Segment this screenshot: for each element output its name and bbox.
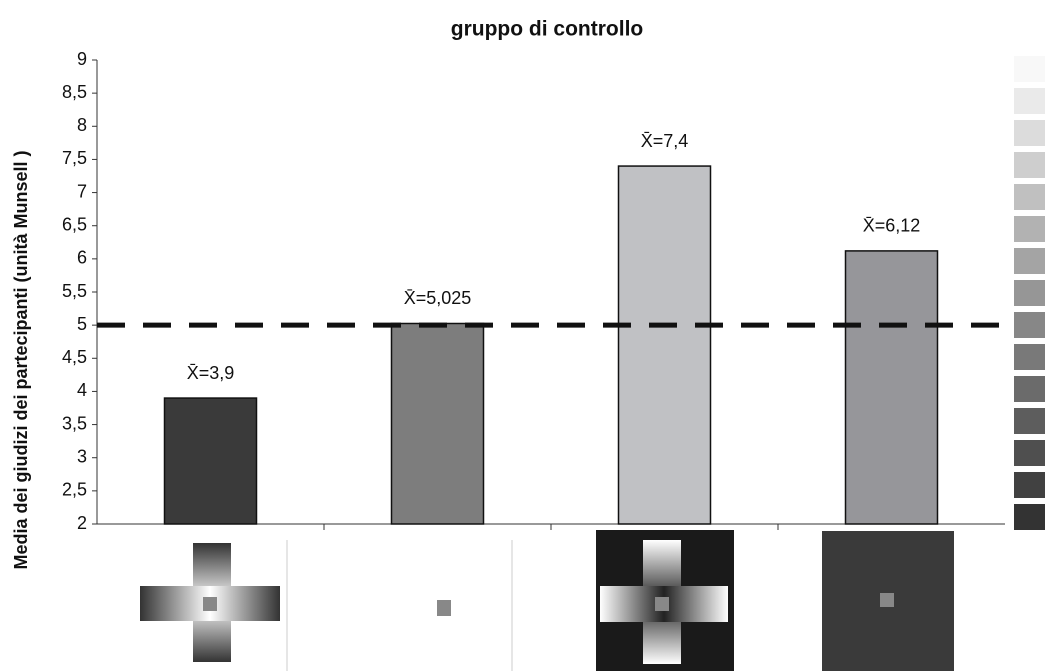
swatch bbox=[1014, 88, 1045, 114]
y-axis-label: Media dei giudizi dei partecipanti (unit… bbox=[11, 150, 31, 569]
y-tick-label: 5 bbox=[77, 314, 87, 334]
swatch bbox=[1014, 472, 1045, 498]
stimulus bbox=[655, 597, 669, 611]
swatch bbox=[1014, 376, 1045, 402]
y-tick-label: 2,5 bbox=[62, 480, 87, 500]
swatch bbox=[1014, 280, 1045, 306]
munsell-scale bbox=[1014, 56, 1045, 530]
y-tick-label: 8,5 bbox=[62, 82, 87, 102]
swatch bbox=[1014, 120, 1045, 146]
swatch bbox=[1014, 440, 1045, 466]
swatch bbox=[1014, 504, 1045, 530]
swatch bbox=[1014, 248, 1045, 274]
value-label: X̄=5,025 bbox=[404, 288, 472, 308]
swatch bbox=[1014, 216, 1045, 242]
swatch bbox=[1014, 312, 1045, 338]
y-tick-label: 8 bbox=[77, 115, 87, 135]
swatch bbox=[1014, 344, 1045, 370]
value-label: X̄=7,4 bbox=[641, 131, 689, 151]
y-tick-label: 5,5 bbox=[62, 281, 87, 301]
y-tick-label: 3 bbox=[77, 446, 87, 466]
bar bbox=[392, 323, 484, 524]
chart: gruppo di controllo Media dei giudizi de… bbox=[0, 0, 1045, 671]
swatch bbox=[1014, 184, 1045, 210]
swatch bbox=[1014, 408, 1045, 434]
y-tick-label: 3,5 bbox=[62, 413, 87, 433]
bar bbox=[619, 166, 711, 524]
y-tick-label: 6,5 bbox=[62, 214, 87, 234]
bar bbox=[165, 398, 257, 524]
y-tick-label: 4 bbox=[77, 380, 87, 400]
value-label: X̄=6,12 bbox=[863, 216, 921, 236]
y-tick-label: 2 bbox=[77, 513, 87, 533]
swatch bbox=[1014, 56, 1045, 82]
stimulus-images bbox=[140, 530, 954, 671]
y-tick-label: 4,5 bbox=[62, 347, 87, 367]
y-tick-label: 9 bbox=[77, 49, 87, 69]
stimulus bbox=[880, 593, 894, 607]
y-tick-label: 7,5 bbox=[62, 148, 87, 168]
y-tick-label: 7 bbox=[77, 181, 87, 201]
swatch bbox=[1014, 152, 1045, 178]
value-label: X̄=3,9 bbox=[187, 363, 235, 383]
bar bbox=[846, 251, 938, 524]
chart-title: gruppo di controllo bbox=[451, 18, 643, 41]
stimulus bbox=[437, 600, 451, 616]
stimulus bbox=[203, 597, 217, 611]
y-tick-label: 6 bbox=[77, 248, 87, 268]
